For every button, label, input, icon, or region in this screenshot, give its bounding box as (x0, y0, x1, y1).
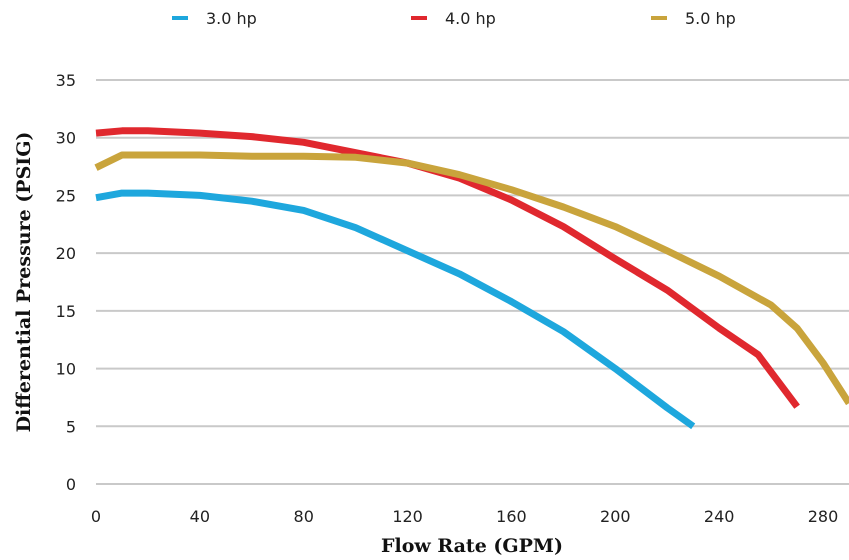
series-line-3-0-hp (95, 189, 696, 430)
y-tick-label: 10 (56, 360, 76, 379)
x-tick-label: 80 (294, 507, 314, 526)
x-tick-label: 160 (496, 507, 527, 526)
x-tick-label: 0 (91, 507, 101, 526)
x-tick-label: 200 (600, 507, 631, 526)
x-axis-title: Flow Rate (GPM) (381, 535, 563, 557)
legend-label: 5.0 hp (685, 9, 736, 28)
y-tick-label: 5 (66, 417, 76, 436)
series-lines (94, 127, 849, 430)
y-tick-label: 30 (56, 129, 76, 148)
x-tick-label: 280 (808, 507, 839, 526)
x-axis-ticks: 0 40 80 120 160 200 240 280 (91, 507, 838, 526)
x-tick-label: 40 (190, 507, 210, 526)
y-axis-ticks: 0 5 10 15 20 25 30 35 (56, 71, 76, 494)
y-tick-label: 15 (56, 302, 76, 321)
series-line-5-0-hp (94, 151, 849, 406)
legend-label: 4.0 hp (445, 9, 496, 28)
gridlines (96, 79, 849, 485)
legend: 3.0 hp 4.0 hp 5.0 hp (172, 9, 736, 28)
y-tick-label: 0 (66, 475, 76, 494)
x-tick-label: 120 (392, 507, 423, 526)
y-tick-label: 20 (56, 244, 76, 263)
y-axis-title: Differential Pressure (PSIG) (13, 132, 35, 433)
legend-label: 3.0 hp (206, 9, 257, 28)
y-tick-label: 35 (56, 71, 76, 90)
x-tick-label: 240 (704, 507, 735, 526)
y-tick-label: 25 (56, 186, 76, 205)
